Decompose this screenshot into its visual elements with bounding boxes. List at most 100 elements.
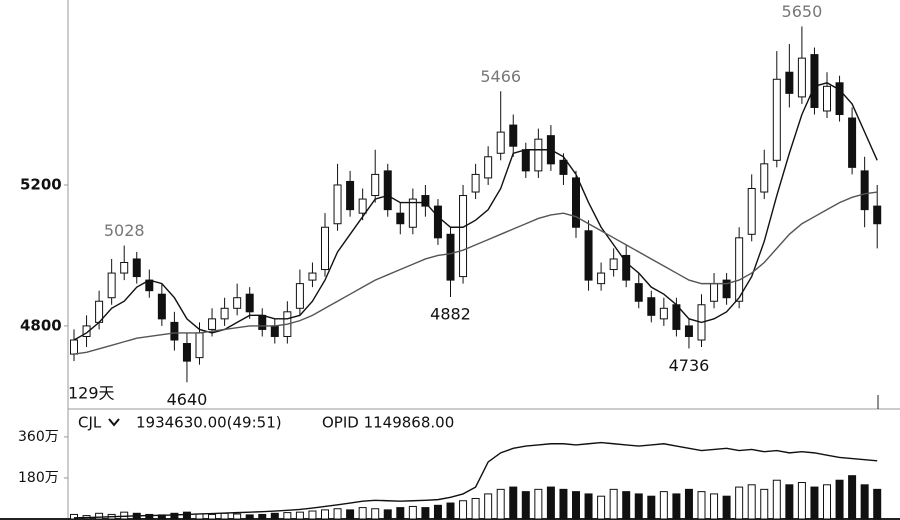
candle-body bbox=[170, 321, 179, 341]
volume-bar bbox=[835, 479, 844, 520]
high-label: 5650 bbox=[782, 2, 823, 21]
indicator-info: 1934630.00(49:51) bbox=[136, 414, 282, 432]
candle-body bbox=[710, 283, 719, 302]
volume-bar bbox=[772, 479, 781, 520]
volume-bar bbox=[70, 513, 78, 520]
candle-body bbox=[484, 156, 493, 179]
volume-bar bbox=[672, 493, 681, 520]
opid-line bbox=[73, 441, 878, 519]
candle-body bbox=[233, 297, 242, 309]
volume-bar bbox=[659, 491, 668, 520]
volume-bar bbox=[383, 509, 392, 520]
candle-body bbox=[182, 343, 191, 362]
candle-body bbox=[333, 184, 342, 225]
volume-bar bbox=[333, 508, 342, 520]
low-label: 4882 bbox=[430, 305, 471, 324]
candle-body bbox=[421, 195, 430, 207]
low-label: 4736 bbox=[669, 356, 710, 375]
candle-body bbox=[245, 293, 254, 313]
candle-body bbox=[371, 173, 380, 197]
volume-bar bbox=[145, 513, 154, 520]
volume-bar bbox=[421, 507, 430, 520]
volume-bar bbox=[534, 488, 543, 520]
volume-bar bbox=[270, 512, 279, 520]
volume-bar bbox=[735, 486, 744, 520]
candle-body bbox=[785, 71, 794, 94]
candle-body bbox=[295, 283, 304, 309]
volume-bar bbox=[634, 493, 643, 520]
y-tick-label: 4800 bbox=[20, 316, 62, 334]
volume-bar bbox=[684, 488, 693, 520]
dropdown-icon[interactable] bbox=[108, 418, 120, 427]
candle-body bbox=[220, 307, 229, 320]
volume-bar bbox=[283, 512, 292, 520]
volume-bar bbox=[233, 513, 242, 520]
candle-body bbox=[772, 78, 781, 161]
candle-body bbox=[396, 212, 405, 225]
volume-bar bbox=[245, 514, 254, 520]
y-tick-label: 5200 bbox=[20, 175, 62, 193]
moving-average-line bbox=[73, 82, 878, 341]
candle-body bbox=[722, 279, 731, 299]
candle-body bbox=[609, 258, 618, 271]
candle-body bbox=[572, 177, 580, 228]
volume-bar bbox=[220, 512, 229, 520]
volume-bar bbox=[170, 512, 179, 520]
candle-body bbox=[584, 230, 593, 281]
volume-bar bbox=[597, 495, 606, 520]
volume-bar bbox=[810, 486, 819, 520]
volume-bar bbox=[95, 512, 104, 520]
moving-average-line bbox=[73, 191, 878, 355]
period-label: 129天 bbox=[68, 384, 115, 403]
volume-bar bbox=[848, 475, 857, 520]
candle-body bbox=[684, 325, 693, 337]
volume-bar bbox=[346, 509, 355, 520]
candle-body bbox=[559, 159, 568, 175]
volume-bar bbox=[258, 513, 267, 520]
candle-body bbox=[659, 307, 668, 320]
candle-body bbox=[308, 272, 317, 281]
candle-body bbox=[735, 237, 744, 302]
candle-body bbox=[534, 138, 543, 172]
candle-body bbox=[509, 124, 518, 147]
candle-body bbox=[107, 272, 116, 299]
volume-bar bbox=[584, 493, 593, 520]
candle-body bbox=[760, 163, 769, 193]
candle-body bbox=[848, 117, 857, 168]
candle-body bbox=[823, 85, 831, 112]
candle-body bbox=[810, 54, 819, 108]
volume-bar bbox=[747, 484, 756, 520]
opid-label: OPID 1149868.00 bbox=[322, 414, 454, 432]
volume-bar bbox=[860, 484, 869, 520]
candle-body bbox=[208, 318, 217, 330]
candle-body bbox=[195, 332, 204, 359]
volume-bar bbox=[572, 491, 580, 520]
candle-body bbox=[383, 170, 392, 211]
indicator-name[interactable]: CJL bbox=[78, 414, 102, 432]
volume-bar bbox=[559, 488, 568, 520]
volume-bar bbox=[484, 493, 493, 520]
volume-bar bbox=[797, 482, 806, 520]
candle-body bbox=[835, 82, 844, 116]
volume-bar bbox=[697, 491, 706, 520]
volume-bar bbox=[873, 488, 882, 520]
volume-bar bbox=[521, 491, 530, 520]
candle-body bbox=[408, 198, 417, 228]
volume-bar bbox=[433, 504, 442, 520]
candle-body bbox=[797, 57, 806, 98]
y-tick-label: 180万 bbox=[18, 470, 59, 486]
candle-body bbox=[258, 314, 267, 330]
candle-body bbox=[459, 195, 468, 278]
volume-bar bbox=[446, 502, 455, 520]
candle-body bbox=[321, 226, 329, 271]
volume-bar bbox=[823, 484, 831, 520]
volume-bar bbox=[408, 505, 417, 520]
volume-bar bbox=[509, 486, 518, 520]
candle-body bbox=[82, 325, 91, 337]
candle-body bbox=[358, 198, 367, 214]
volume-bar bbox=[396, 507, 405, 520]
candle-body bbox=[521, 149, 530, 172]
volume-bar bbox=[760, 488, 769, 520]
candle-body bbox=[634, 283, 643, 302]
